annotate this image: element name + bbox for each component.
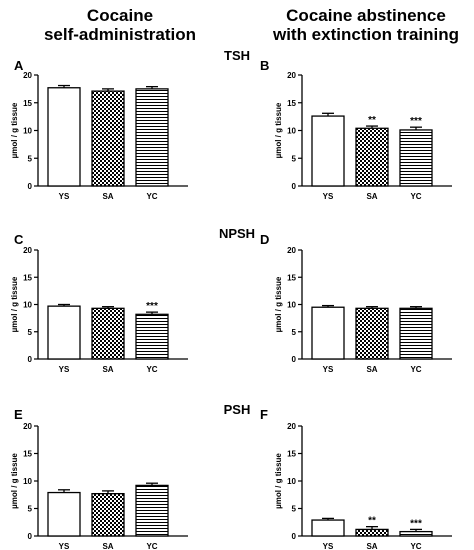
section-title-psh: PSH <box>223 402 251 417</box>
panel-a-ytick-label-3: 15 <box>23 99 32 108</box>
panel-letter-e: E <box>14 407 23 422</box>
panel-d-bar-yc <box>399 307 433 360</box>
panel-e-ytick-label-0: 0 <box>28 532 33 541</box>
section-title-npsh: NPSH <box>218 226 256 241</box>
panel-b-ytick-label-3: 15 <box>287 99 296 108</box>
section-title-tsh: TSH <box>224 48 250 63</box>
panel-d-category-label-ys: YS <box>323 365 334 374</box>
panel-f-bar-yc <box>399 530 433 537</box>
panel-b-ytick-label-2: 10 <box>287 127 296 136</box>
panel-c-ytick-label-0: 0 <box>28 355 33 364</box>
panel-e-ytick-label-1: 5 <box>28 505 33 514</box>
panel-b-category-label-sa: SA <box>366 192 377 201</box>
panel-e-ytick-label-4: 20 <box>23 422 32 431</box>
panel-e-bar-ys <box>47 491 81 537</box>
panel-d-category-label-yc: YC <box>410 365 421 374</box>
panel-c-category-label-sa: SA <box>102 365 113 374</box>
left-column-title-line1: Cocaine <box>86 6 154 25</box>
panel-f-category-label-ys: YS <box>323 542 334 550</box>
panel-a-category-label-yc: YC <box>146 192 157 201</box>
panel-b-y-axis-label: µmol / g tissue <box>274 102 283 158</box>
right-column-title-line1: Cocaine abstinence <box>286 6 446 25</box>
panel-f-bar-ys <box>311 519 345 537</box>
panel-e-ytick-label-3: 15 <box>23 450 32 459</box>
panel-c-bar-sa <box>91 307 125 360</box>
panel-e-y-axis-label: µmol / g tissue <box>10 453 19 509</box>
panel-a-category-label-sa: SA <box>102 192 113 201</box>
panel-a-y-axis-label: µmol / g tissue <box>10 102 19 158</box>
panel-b-category-label-ys: YS <box>323 192 334 201</box>
panel-b-bar-yc <box>399 129 433 187</box>
panel-d-y-axis-label: µmol / g tissue <box>274 276 283 332</box>
panel-d-category-label-sa: SA <box>366 365 377 374</box>
panel-b-bar-sa <box>355 127 389 187</box>
panel-letter-d: D <box>260 232 270 247</box>
panel-b-category-label-yc: YC <box>410 192 421 201</box>
panel-e-bar-yc <box>135 484 169 537</box>
panel-f-category-label-sa: SA <box>366 542 377 550</box>
panel-f-ytick-label-1: 5 <box>292 505 297 514</box>
panel-f-ytick-label-2: 10 <box>287 477 296 486</box>
panel-letter-c: C <box>14 232 24 247</box>
panel-a-ytick-label-2: 10 <box>23 127 32 136</box>
panel-e-ytick-label-2: 10 <box>23 477 32 486</box>
panel-d-ytick-label-3: 15 <box>287 273 296 282</box>
panel-c-significance-yc: *** <box>146 301 158 312</box>
panel-e-category-label-ys: YS <box>59 542 70 550</box>
panel-d-ytick-label-1: 5 <box>292 328 297 337</box>
panel-d-ytick-label-0: 0 <box>292 355 297 364</box>
panel-b-ytick-label-4: 20 <box>287 71 296 80</box>
panel-c-ytick-label-1: 5 <box>28 328 33 337</box>
panel-c-y-axis-label: µmol / g tissue <box>10 276 19 332</box>
panel-letter-b: B <box>260 58 270 73</box>
panel-d-bar-ys <box>311 306 345 360</box>
panel-f-bar-sa <box>355 528 389 537</box>
panel-a-ytick-label-1: 5 <box>28 154 33 163</box>
panel-a-ytick-label-0: 0 <box>28 182 33 191</box>
panel-d-ytick-label-4: 20 <box>287 246 296 255</box>
panel-f-ytick-label-3: 15 <box>287 450 296 459</box>
panel-a-category-label-ys: YS <box>59 192 70 201</box>
panel-b-bar-ys <box>311 115 345 187</box>
panel-c-bar-yc <box>135 313 169 360</box>
panel-b-significance-sa: ** <box>368 115 376 126</box>
panel-f-significance-yc: *** <box>410 518 422 529</box>
panel-f-ytick-label-4: 20 <box>287 422 296 431</box>
panel-c-ytick-label-2: 10 <box>23 301 32 310</box>
panel-c-category-label-ys: YS <box>59 365 70 374</box>
panel-e-bar-sa <box>91 492 125 537</box>
panel-f-ytick-label-0: 0 <box>292 532 297 541</box>
panel-c-bar-ys <box>47 305 81 360</box>
right-column-title-line2: with extinction training <box>272 25 460 44</box>
panel-a-bar-yc <box>135 88 169 187</box>
panel-d-ytick-label-2: 10 <box>287 301 296 310</box>
panel-letter-a: A <box>14 58 24 73</box>
panel-b-ytick-label-1: 5 <box>292 154 297 163</box>
panel-a-ytick-label-4: 20 <box>23 71 32 80</box>
panel-f-significance-sa: ** <box>368 516 376 527</box>
panel-f-category-label-yc: YC <box>410 542 421 550</box>
panel-a-bar-ys <box>47 87 81 187</box>
panel-c-ytick-label-4: 20 <box>23 246 32 255</box>
panel-e-category-label-sa: SA <box>102 542 113 550</box>
right-column-title: Cocaine abstinence with extinction train… <box>258 6 474 44</box>
panel-c-ytick-label-3: 15 <box>23 273 32 282</box>
panel-a-bar-sa <box>91 90 125 187</box>
panel-d-bar-sa <box>355 307 389 360</box>
panel-letter-f: F <box>260 407 268 422</box>
left-column-title-line2: self-administration <box>43 25 197 44</box>
panel-e-category-label-yc: YC <box>146 542 157 550</box>
left-column-title: Cocaine self-administration <box>20 6 220 44</box>
panel-c-category-label-yc: YC <box>146 365 157 374</box>
panel-b-ytick-label-0: 0 <box>292 182 297 191</box>
panel-b-significance-yc: *** <box>410 116 422 127</box>
panel-f-y-axis-label: µmol / g tissue <box>274 453 283 509</box>
